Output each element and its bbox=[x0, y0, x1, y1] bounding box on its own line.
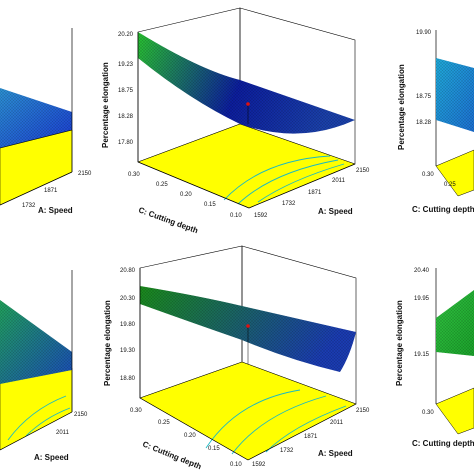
x-tick: 1732 bbox=[282, 201, 296, 207]
design-point-marker bbox=[246, 324, 250, 328]
x-axis-label: A: Speed bbox=[318, 449, 353, 458]
panel-top-middle: 20.20 19.23 18.75 18.28 17.80 Percentage… bbox=[101, 7, 370, 235]
z-axis-label: Percentage elongation bbox=[103, 300, 112, 386]
floor-contour bbox=[223, 155, 331, 201]
y-tick: 0.30 bbox=[130, 408, 142, 414]
floor-front-edge bbox=[0, 171, 73, 206]
panel-top-right: 19.90 18.75 18.28 Percentage elongation … bbox=[397, 30, 474, 214]
floor-back-edge bbox=[0, 129, 73, 149]
z-tick: 20.20 bbox=[118, 32, 134, 38]
x-tick: 2150 bbox=[74, 412, 88, 418]
y-tick: 0.15 bbox=[204, 202, 216, 208]
front-floor-edge bbox=[137, 161, 250, 209]
floor-contour bbox=[265, 405, 347, 453]
surface-mesh bbox=[436, 290, 474, 356]
y-tick: 0.10 bbox=[230, 462, 242, 468]
panel-top-left: 2150 1871 1732 A: Speed bbox=[0, 28, 92, 215]
z-tick: 19.23 bbox=[118, 62, 134, 68]
floor-plane bbox=[435, 149, 474, 197]
y-tick: 0.30 bbox=[128, 172, 140, 178]
z-tick: 19.30 bbox=[120, 348, 136, 354]
x-tick: 2011 bbox=[330, 420, 344, 426]
z-tick: 19.90 bbox=[416, 30, 432, 36]
x-tick: 1871 bbox=[308, 190, 322, 196]
y-axis-label: C: Cutting depth bbox=[141, 440, 203, 472]
y-tick: 0.20 bbox=[184, 433, 196, 439]
surface-mesh bbox=[436, 58, 474, 132]
x-tick: 2150 bbox=[78, 171, 92, 177]
y-tick: 0.25 bbox=[156, 182, 168, 188]
z-axis-label: Percentage elongation bbox=[101, 62, 110, 148]
y-axis-label: C: Cutting depth bbox=[412, 439, 474, 448]
surface-mesh bbox=[0, 88, 72, 148]
z-tick: 20.40 bbox=[414, 268, 430, 274]
y-tick: 0.20 bbox=[180, 192, 192, 198]
z-tick: 19.80 bbox=[120, 322, 136, 328]
x-tick: 2011 bbox=[56, 430, 70, 436]
front-floor-edge bbox=[139, 397, 249, 461]
floor-plane bbox=[139, 361, 357, 461]
x-tick: 2011 bbox=[332, 178, 346, 184]
y-tick: 0.10 bbox=[230, 213, 242, 219]
floor-contour bbox=[205, 389, 301, 449]
z-tick: 18.80 bbox=[120, 376, 136, 382]
x-tick: 1871 bbox=[44, 188, 58, 194]
z-tick: 18.75 bbox=[416, 94, 432, 100]
x-tick: 1732 bbox=[280, 448, 294, 454]
y-tick: 0.15 bbox=[208, 446, 220, 452]
floor-contour bbox=[231, 395, 327, 455]
x-tick: 1592 bbox=[254, 213, 268, 219]
panel-bottom-right: 20.40 19.95 19.15 Percentage elongation … bbox=[395, 268, 474, 448]
z-tick: 19.15 bbox=[414, 352, 430, 358]
z-tick: 19.95 bbox=[414, 296, 430, 302]
z-axis-label: Percentage elongation bbox=[397, 64, 406, 150]
right-floor-edge bbox=[247, 403, 357, 461]
x-tick: 1592 bbox=[252, 462, 266, 468]
y-tick: 0.30 bbox=[422, 172, 434, 178]
panel-bottom-middle: 20.80 20.30 19.80 19.30 18.80 Percentage… bbox=[103, 245, 370, 472]
y-tick: 0.30 bbox=[422, 410, 434, 416]
floor-plane bbox=[435, 387, 474, 435]
design-point-marker bbox=[246, 102, 250, 106]
z-tick: 18.75 bbox=[118, 88, 134, 94]
floor-contour bbox=[7, 395, 67, 441]
floor-front-edge bbox=[0, 411, 73, 451]
x-axis-label: A: Speed bbox=[318, 207, 353, 216]
x-tick: 1732 bbox=[22, 203, 36, 209]
x-tick: 2150 bbox=[356, 408, 370, 414]
right-floor-edge bbox=[248, 163, 356, 209]
z-tick: 20.30 bbox=[120, 296, 136, 302]
floor-plane bbox=[137, 123, 356, 209]
y-tick: 0.25 bbox=[158, 420, 170, 426]
y-axis-label: C: Cutting depth bbox=[137, 205, 199, 235]
surface-mesh bbox=[138, 32, 355, 134]
floor-contour bbox=[257, 163, 345, 203]
z-tick: 18.28 bbox=[416, 120, 432, 126]
x-axis-label: A: Speed bbox=[38, 206, 73, 215]
x-tick: 2150 bbox=[356, 168, 370, 174]
z-tick: 18.28 bbox=[118, 114, 134, 120]
x-axis-label: A: Speed bbox=[34, 453, 69, 462]
panel-bottom-left: 2150 2011 A: Speed bbox=[0, 270, 88, 462]
floor-contour bbox=[237, 159, 339, 205]
z-tick: 20.80 bbox=[120, 268, 136, 274]
z-tick: 17.80 bbox=[118, 140, 134, 146]
z-axis-label: Percentage elongation bbox=[395, 300, 404, 386]
floor-contour bbox=[25, 407, 71, 437]
surface-mesh bbox=[0, 300, 72, 384]
y-axis-label: C: Cutting depth bbox=[412, 205, 474, 214]
y-tick: 0.25 bbox=[444, 182, 456, 188]
x-tick: 1871 bbox=[304, 434, 318, 440]
